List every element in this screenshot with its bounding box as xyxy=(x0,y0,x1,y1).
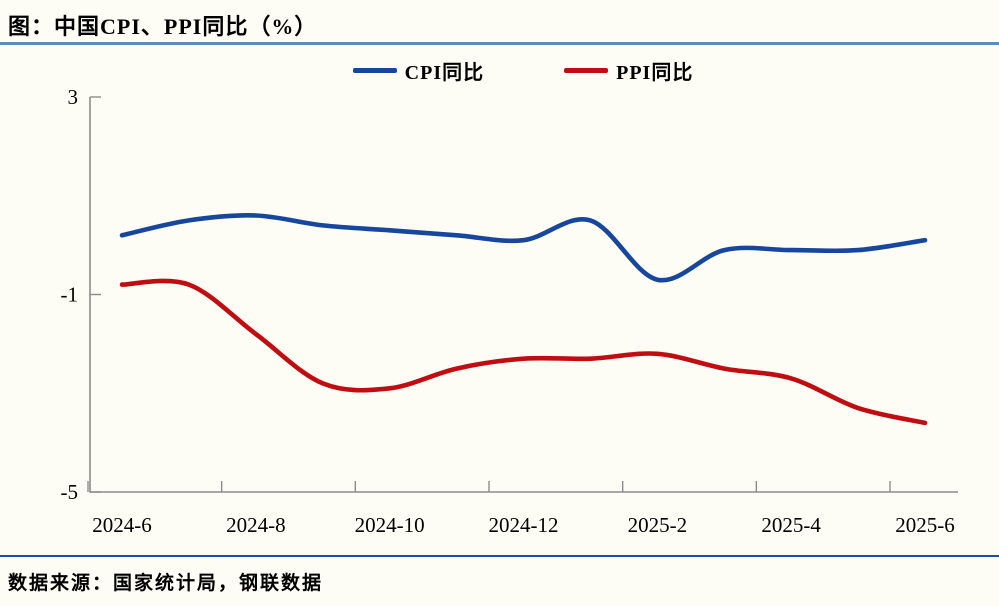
y-axis-label: -5 xyxy=(61,480,79,504)
legend-label-ppi: PPI同比 xyxy=(616,61,694,84)
legend-item-ppi: PPI同比 xyxy=(564,56,693,85)
x-axis-label: 2025-2 xyxy=(628,513,688,537)
cpi-line-swatch xyxy=(352,67,397,73)
chart-title: 图：中国CPI、PPI同比（%） xyxy=(8,14,318,39)
data-source: 数据来源：国家统计局，钢联数据 xyxy=(8,573,324,594)
x-axis-label: 2024-6 xyxy=(92,513,152,537)
x-axis-label: 2024-12 xyxy=(489,513,559,537)
x-axis-label: 2024-8 xyxy=(226,513,286,537)
axis-frame xyxy=(89,97,958,493)
source-divider xyxy=(0,555,999,557)
chart-legend: CPI同比 PPI同比 xyxy=(88,56,958,84)
y-axis-label: 3 xyxy=(68,85,79,109)
x-axis-label: 2024-10 xyxy=(355,513,425,537)
ppi-line xyxy=(119,278,928,426)
x-axis-label: 2025-4 xyxy=(761,513,821,537)
x-axis-label: 2025-6 xyxy=(895,513,955,537)
legend-label-cpi: CPI同比 xyxy=(404,61,485,84)
title-divider xyxy=(0,42,999,45)
ppi-line-swatch xyxy=(564,67,609,73)
cpi-line xyxy=(119,213,928,283)
legend-item-cpi: CPI同比 xyxy=(352,56,485,85)
y-axis-label: -1 xyxy=(61,283,79,307)
